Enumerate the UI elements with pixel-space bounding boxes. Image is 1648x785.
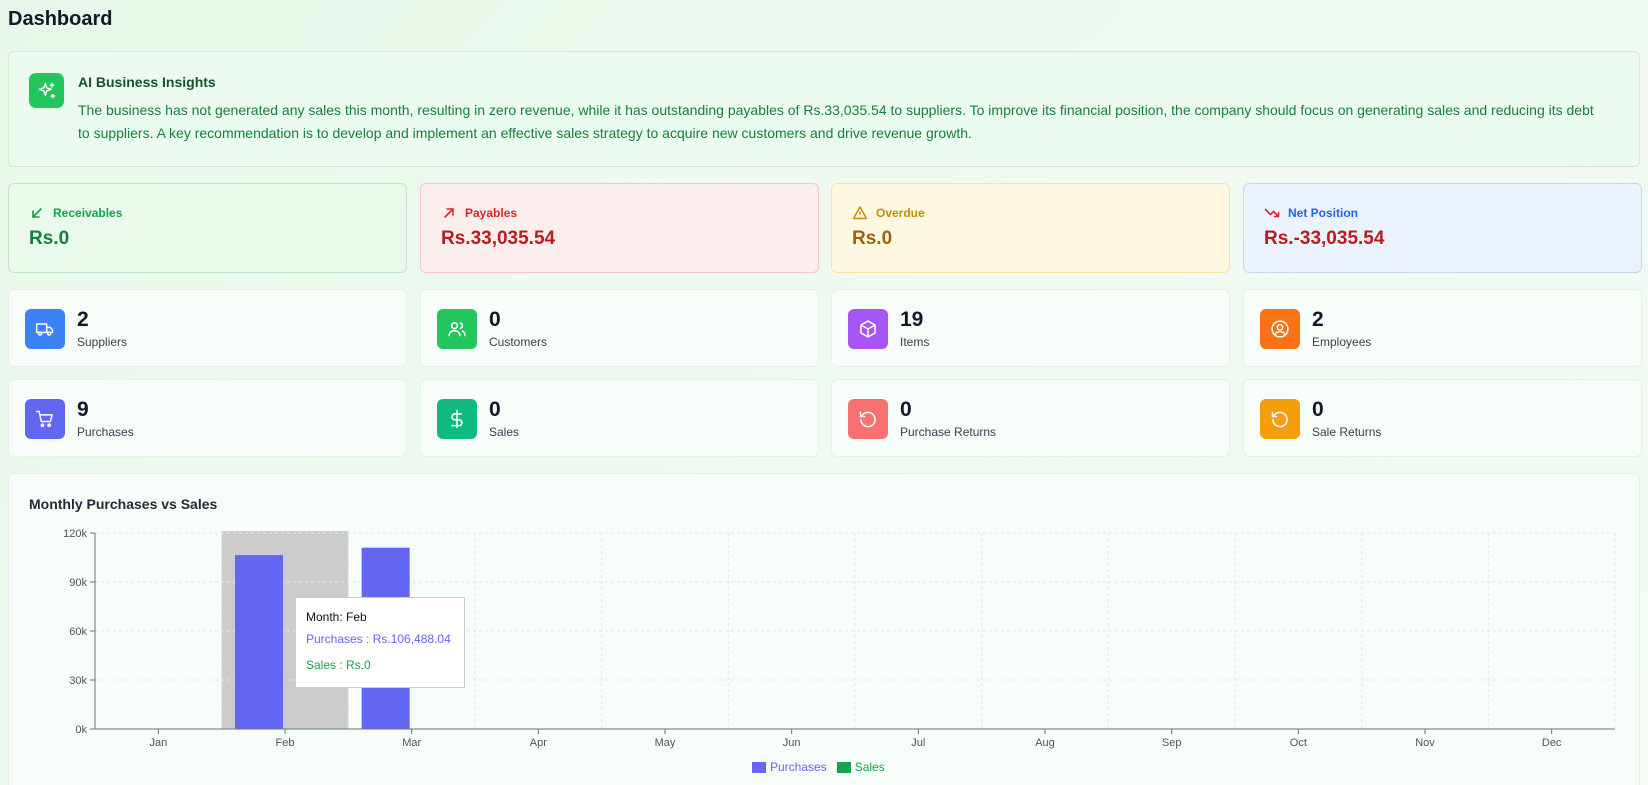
x-tick-label: Jun bbox=[783, 737, 801, 749]
kpi-label: Net Position bbox=[1288, 206, 1359, 220]
x-tick-label: Aug bbox=[1035, 737, 1055, 749]
stat-label: Purchase Returns bbox=[900, 425, 997, 439]
stat-label: Suppliers bbox=[77, 335, 128, 349]
y-tick-label: 90k bbox=[69, 577, 87, 589]
stat-label: Customers bbox=[489, 335, 548, 349]
tooltip-sales: Sales : Rs.0 bbox=[306, 658, 371, 672]
kpi-label: Overdue bbox=[876, 206, 925, 220]
stat-label: Sales bbox=[489, 425, 520, 439]
stat-label: Sale Returns bbox=[1312, 425, 1382, 439]
legend-swatch bbox=[836, 761, 851, 773]
dollar-icon bbox=[437, 399, 477, 439]
stat-value: 0 bbox=[1312, 398, 1324, 421]
tooltip-month: Month: Feb bbox=[306, 610, 367, 624]
ai-insights-text: The business has not generated any sales… bbox=[78, 102, 1594, 141]
warning-icon bbox=[852, 206, 868, 220]
cart-icon bbox=[25, 399, 65, 439]
x-tick-label: Oct bbox=[1290, 737, 1307, 749]
legend-swatch bbox=[752, 761, 766, 773]
user-circle-icon bbox=[1260, 309, 1300, 349]
x-tick-label: Feb bbox=[276, 737, 295, 749]
stat-value: 2 bbox=[1312, 308, 1324, 331]
arrow-down-left-icon bbox=[32, 208, 42, 218]
legend-label: Sales bbox=[854, 760, 885, 774]
x-tick-label: Dec bbox=[1542, 737, 1562, 749]
chart-tooltip: Month: Feb Purchases : Rs.106,488.04 Sal… bbox=[295, 597, 465, 688]
legend-label: Purchases bbox=[770, 760, 827, 774]
ai-insights-card: AI Business Insights The business has no… bbox=[8, 51, 1640, 167]
kpi-value: Rs.-33,035.54 bbox=[1264, 228, 1385, 249]
box-icon bbox=[848, 309, 888, 349]
y-tick-label: 30k bbox=[69, 675, 87, 687]
stat-customers[interactable]: 0 Customers bbox=[420, 289, 819, 367]
truck-icon bbox=[25, 309, 65, 349]
kpi-overdue: Overdue Rs.0 bbox=[831, 183, 1230, 273]
x-tick-label: Apr bbox=[530, 737, 547, 749]
rotate-cw-icon bbox=[1260, 399, 1300, 439]
x-tick-label: Jul bbox=[911, 737, 925, 749]
kpi-value: Rs.33,035.54 bbox=[441, 228, 556, 249]
x-tick-label: Nov bbox=[1415, 737, 1435, 749]
kpi-value: Rs.0 bbox=[29, 228, 70, 249]
page-title: Dashboard bbox=[8, 8, 113, 30]
x-tick-label: Sep bbox=[1162, 737, 1182, 749]
stat-purchase-returns[interactable]: 0 Purchase Returns bbox=[831, 379, 1230, 457]
stat-value: 9 bbox=[77, 398, 89, 421]
y-tick-label: 0k bbox=[75, 724, 87, 736]
stat-value: 0 bbox=[900, 398, 912, 421]
trending-down-icon bbox=[1264, 208, 1280, 218]
kpi-label: Payables bbox=[465, 206, 518, 220]
stat-label: Purchases bbox=[77, 425, 134, 439]
kpi-payables: Payables Rs.33,035.54 bbox=[420, 183, 819, 273]
stat-suppliers[interactable]: 2 Suppliers bbox=[8, 289, 407, 367]
chart-legend: Purchases Sales bbox=[752, 760, 885, 774]
ai-insights-title: AI Business Insights bbox=[78, 74, 216, 90]
stat-employees[interactable]: 2 Employees bbox=[1243, 289, 1642, 367]
users-icon bbox=[437, 309, 477, 349]
y-tick-label: 60k bbox=[69, 626, 87, 638]
kpi-receivables: Receivables Rs.0 bbox=[8, 183, 407, 273]
legend-item-purchases[interactable]: Purchases bbox=[752, 760, 827, 774]
x-tick-label: Jan bbox=[149, 737, 167, 749]
stat-value: 0 bbox=[489, 308, 501, 331]
stat-value: 19 bbox=[900, 308, 924, 331]
arrow-up-right-icon bbox=[444, 208, 454, 218]
kpi-value: Rs.0 bbox=[852, 228, 893, 249]
x-tick-label: May bbox=[655, 737, 676, 749]
stat-sale-returns[interactable]: 0 Sale Returns bbox=[1243, 379, 1642, 457]
stat-sales[interactable]: 0 Sales bbox=[420, 379, 819, 457]
stat-label: Employees bbox=[1312, 335, 1372, 349]
tooltip-purchases: Purchases : Rs.106,488.04 bbox=[306, 632, 451, 646]
chart-title: Monthly Purchases vs Sales bbox=[29, 496, 218, 512]
stat-purchases[interactable]: 9 Purchases bbox=[8, 379, 407, 457]
stat-value: 2 bbox=[77, 308, 89, 331]
stat-items[interactable]: 19 Items bbox=[831, 289, 1230, 367]
kpi-net-position: Net Position Rs.-33,035.54 bbox=[1243, 183, 1642, 273]
sparkles-icon bbox=[29, 73, 64, 108]
x-tick-label: Mar bbox=[402, 737, 421, 749]
kpi-label: Receivables bbox=[53, 206, 123, 220]
stat-value: 0 bbox=[489, 398, 501, 421]
rotate-ccw-icon bbox=[848, 399, 888, 439]
stat-label: Items bbox=[900, 335, 930, 349]
legend-item-sales[interactable]: Sales bbox=[836, 760, 885, 774]
bar-purchases-feb bbox=[235, 555, 283, 729]
y-tick-label: 120k bbox=[63, 528, 87, 540]
